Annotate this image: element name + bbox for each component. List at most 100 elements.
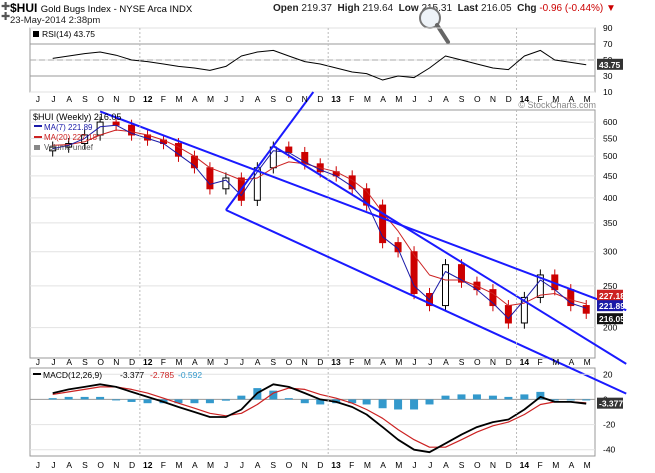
macd-legend: MACD(12,26,9) -3.377 -2.785 -0.592 — [33, 370, 202, 380]
x-axis-label: M — [552, 357, 559, 367]
x-axis-label: J — [224, 94, 228, 104]
macd-tick-label: 20 — [603, 369, 613, 379]
x-axis-label: S — [82, 460, 88, 470]
x-axis-label: A — [192, 357, 198, 367]
x-axis-label: A — [380, 357, 386, 367]
x-axis-label: N — [302, 94, 308, 104]
last-price-tag: 216.05 — [599, 314, 625, 324]
x-axis-label: M — [584, 357, 591, 367]
x-axis-label: N — [113, 94, 119, 104]
price-candle — [504, 305, 512, 324]
magnifier-icon[interactable] — [419, 7, 450, 44]
low-label: Low — [398, 3, 419, 14]
last-price-tag-bg — [597, 313, 623, 325]
x-axis-label: F — [537, 94, 542, 104]
x-axis-label: N — [302, 357, 308, 367]
price-tick-label: 400 — [603, 193, 617, 203]
price-tick-label: 450 — [603, 171, 617, 181]
price-tick-label: 350 — [603, 218, 617, 228]
x-axis-label: S — [270, 357, 276, 367]
ma7-line — [52, 124, 587, 319]
x-axis-label: A — [66, 94, 72, 104]
chart-title: $HUI Gold Bugs Index - NYSE Arca INDX — [10, 1, 192, 15]
price-candle — [49, 146, 57, 152]
volume-legend-swatch — [34, 145, 40, 150]
rsi-layer: 907050301043.75 — [30, 23, 623, 97]
x-axis-label: F — [349, 94, 354, 104]
ma20-legend-swatch — [34, 136, 42, 138]
macd-histogram-bar — [362, 399, 371, 405]
price-panel — [29, 109, 596, 359]
macd-histogram-bar — [394, 399, 403, 410]
macd-histogram-bar — [205, 399, 214, 404]
macd-histogram-bar — [269, 390, 278, 400]
x-axis-label: D — [129, 357, 135, 367]
x-axis-label: S — [270, 460, 276, 470]
x-axis-label: S — [459, 357, 465, 367]
macd-legend-swatch — [33, 373, 41, 375]
macd-histogram-bar — [566, 399, 575, 401]
x-axis-label: 12 — [143, 460, 153, 470]
watermark: © StockCharts.com — [518, 100, 596, 110]
macd-tick-label: -40 — [603, 445, 616, 455]
high-value: 219.64 — [362, 3, 394, 14]
x-axis-label: N — [490, 357, 496, 367]
x-axis-label: N — [302, 460, 308, 470]
price-tick-label: 600 — [603, 117, 617, 127]
x-axis-label: J — [224, 460, 228, 470]
x-axis-label: F — [537, 460, 542, 470]
x-axis-label: N — [113, 357, 119, 367]
macd-histogram-bar — [143, 399, 152, 404]
ma7-legend-swatch — [34, 125, 42, 127]
x-axis-label: A — [255, 94, 261, 104]
x-axis-label: S — [270, 94, 276, 104]
x-axis-label: A — [380, 460, 386, 470]
price-candle — [379, 204, 387, 244]
macd-histogram-bar — [80, 396, 89, 400]
chart-date: 23-May-2014 2:38pm — [10, 15, 101, 26]
x-axis-label: J — [36, 460, 40, 470]
macd-histogram-bar — [284, 398, 293, 400]
macd-histogram-bar — [378, 399, 387, 409]
macd-histogram-bar — [520, 394, 529, 400]
price-legend-title: $HUI (Weekly) 216.05 — [33, 112, 121, 122]
x-axis-label: 14 — [520, 357, 530, 367]
x-axis-label: M — [552, 460, 559, 470]
move-cross-icon[interactable]: ✚ ✚ — [1, 1, 11, 23]
signal-legend-value: -2.785 — [150, 370, 174, 380]
x-axis-label: M — [176, 357, 183, 367]
price-tick-label: 500 — [603, 151, 617, 161]
x-axis-label: M — [207, 94, 214, 104]
x-axis-label: N — [490, 94, 496, 104]
x-axis-label: J — [51, 460, 55, 470]
x-axis-label: D — [317, 94, 323, 104]
x-axis-label: O — [474, 94, 481, 104]
price-candle — [520, 296, 528, 324]
x-axis-label: A — [66, 357, 72, 367]
x-axis-label: J — [240, 94, 244, 104]
macd-histogram-bar — [550, 399, 559, 401]
price-candle — [582, 305, 590, 314]
price-candle — [410, 251, 418, 294]
macd-histogram-bar — [300, 399, 309, 404]
x-axis-label: J — [412, 460, 416, 470]
rsi-tick-label: 90 — [603, 23, 613, 33]
macd-histogram-bar — [221, 399, 230, 401]
x-axis-label: D — [506, 357, 512, 367]
macd-histogram-bar — [64, 396, 73, 400]
x-axis-label: F — [349, 357, 354, 367]
rsi-legend: RSI(14) 43.75 — [33, 29, 95, 39]
ma20-value-tag-bg — [597, 289, 623, 301]
rsi-value-tag: 43.75 — [599, 60, 621, 70]
x-axis-label: M — [395, 94, 402, 104]
macd-tick-label: -20 — [603, 420, 616, 430]
x-axis-label: M — [207, 357, 214, 367]
x-axis-label: A — [192, 460, 198, 470]
x-axis-label: A — [255, 357, 261, 367]
macd-line — [52, 383, 587, 454]
x-axis-label: M — [584, 460, 591, 470]
rsi-value-tag-bg — [597, 58, 623, 70]
rsi-tick-label: 70 — [603, 39, 613, 49]
x-axis-label: J — [428, 357, 432, 367]
